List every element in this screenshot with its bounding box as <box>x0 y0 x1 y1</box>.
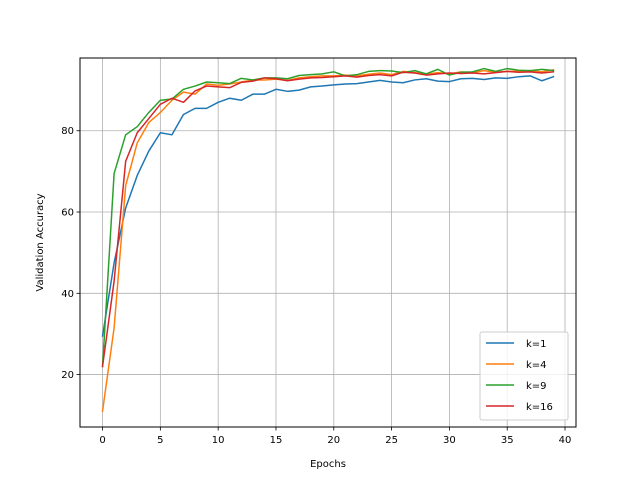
series-line <box>101 70 555 368</box>
plot-frame <box>79 57 577 428</box>
x-axis-ticks: 0 5 10 15 20 25 30 35 40 <box>99 427 571 446</box>
x-tick-label: 35 <box>501 435 514 446</box>
legend-label: k=1 <box>526 339 547 350</box>
x-tick-label: 40 <box>559 435 572 446</box>
x-tick-label: 5 <box>157 435 163 446</box>
x-tick-label: 15 <box>270 435 283 446</box>
y-axis-label: Validation Accuracy <box>35 193 46 291</box>
plot-lines <box>101 67 555 412</box>
x-tick-label: 0 <box>99 435 105 446</box>
y-axis-ticks: 20 40 60 80 <box>61 126 80 381</box>
legend-label: k=4 <box>526 360 547 371</box>
x-tick-label: 25 <box>385 435 398 446</box>
legend: k=1 k=4 k=9 k=16 <box>479 331 569 421</box>
x-tick-label: 10 <box>212 435 225 446</box>
series-line <box>101 75 555 337</box>
series-line <box>101 67 555 368</box>
legend-box <box>479 331 569 421</box>
y-tick-label: 40 <box>61 289 74 300</box>
x-axis-label: Epochs <box>310 459 346 470</box>
y-tick-label: 60 <box>61 208 74 219</box>
series-line <box>101 68 555 412</box>
legend-label: k=16 <box>526 402 553 413</box>
x-tick-label: 20 <box>327 435 340 446</box>
y-tick-label: 20 <box>61 370 74 381</box>
legend-label: k=9 <box>526 381 547 392</box>
x-tick-label: 30 <box>443 435 456 446</box>
y-tick-label: 80 <box>61 126 74 137</box>
